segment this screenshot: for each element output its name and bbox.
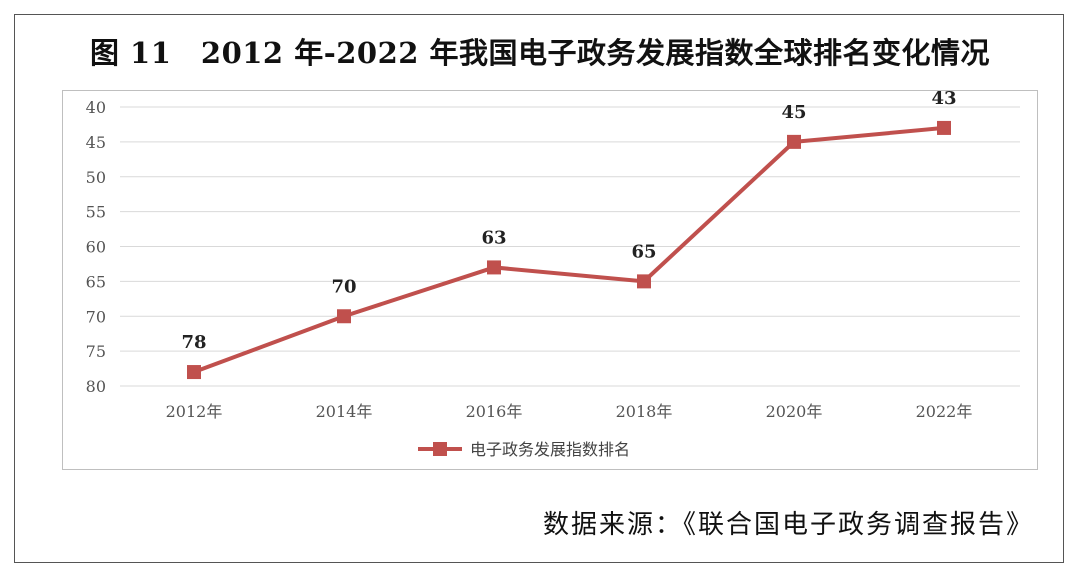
y-tick-label: 40	[86, 98, 106, 117]
legend-marker	[433, 442, 447, 456]
data-labels: 78 70 63 65 45 43	[181, 88, 956, 353]
legend: 电子政务发展指数排名	[418, 440, 630, 459]
y-tick-label: 75	[86, 342, 106, 361]
data-label: 45	[781, 102, 806, 123]
data-label: 70	[331, 276, 356, 297]
data-point-marker	[337, 309, 351, 324]
series-layer	[187, 120, 951, 380]
x-tick-label: 2014年	[316, 402, 373, 421]
y-axis-ticks: 40 45 50 55 60 65 70 75 80	[86, 98, 106, 396]
y-tick-label: 50	[86, 168, 106, 187]
data-point-marker	[187, 365, 201, 380]
x-tick-label: 2016年	[466, 402, 523, 421]
x-tick-label: 2020年	[766, 402, 823, 421]
y-tick-label: 80	[86, 377, 106, 396]
data-point-marker	[487, 260, 501, 275]
figure-frame	[14, 14, 1064, 563]
data-point-marker	[637, 274, 651, 289]
x-tick-label: 2012年	[166, 402, 223, 421]
data-label: 78	[181, 332, 206, 353]
chart-title: 图 11 2012 年-2022 年我国电子政务发展指数全球排名变化情况	[89, 36, 991, 70]
x-tick-label: 2018年	[616, 402, 673, 421]
legend-label: 电子政务发展指数排名	[470, 440, 630, 459]
source-note: 数据来源：《联合国电子政务调查报告》	[542, 510, 1034, 540]
y-tick-label: 55	[86, 203, 106, 222]
x-tick-label: 2022年	[916, 402, 973, 421]
data-label: 65	[631, 241, 656, 262]
x-axis-ticks: 2012年 2014年 2016年 2018年 2020年 2022年	[166, 402, 973, 421]
y-tick-label: 70	[86, 307, 106, 326]
y-tick-label: 60	[86, 238, 106, 257]
data-label: 43	[931, 88, 956, 109]
series-line	[193, 125, 945, 374]
y-tick-label: 45	[86, 133, 106, 152]
grid-lines	[120, 106, 1020, 387]
data-point-marker	[937, 120, 951, 135]
y-tick-label: 65	[86, 272, 106, 291]
chart-area	[62, 90, 1038, 470]
data-label: 63	[481, 227, 506, 248]
data-point-marker	[787, 134, 801, 149]
